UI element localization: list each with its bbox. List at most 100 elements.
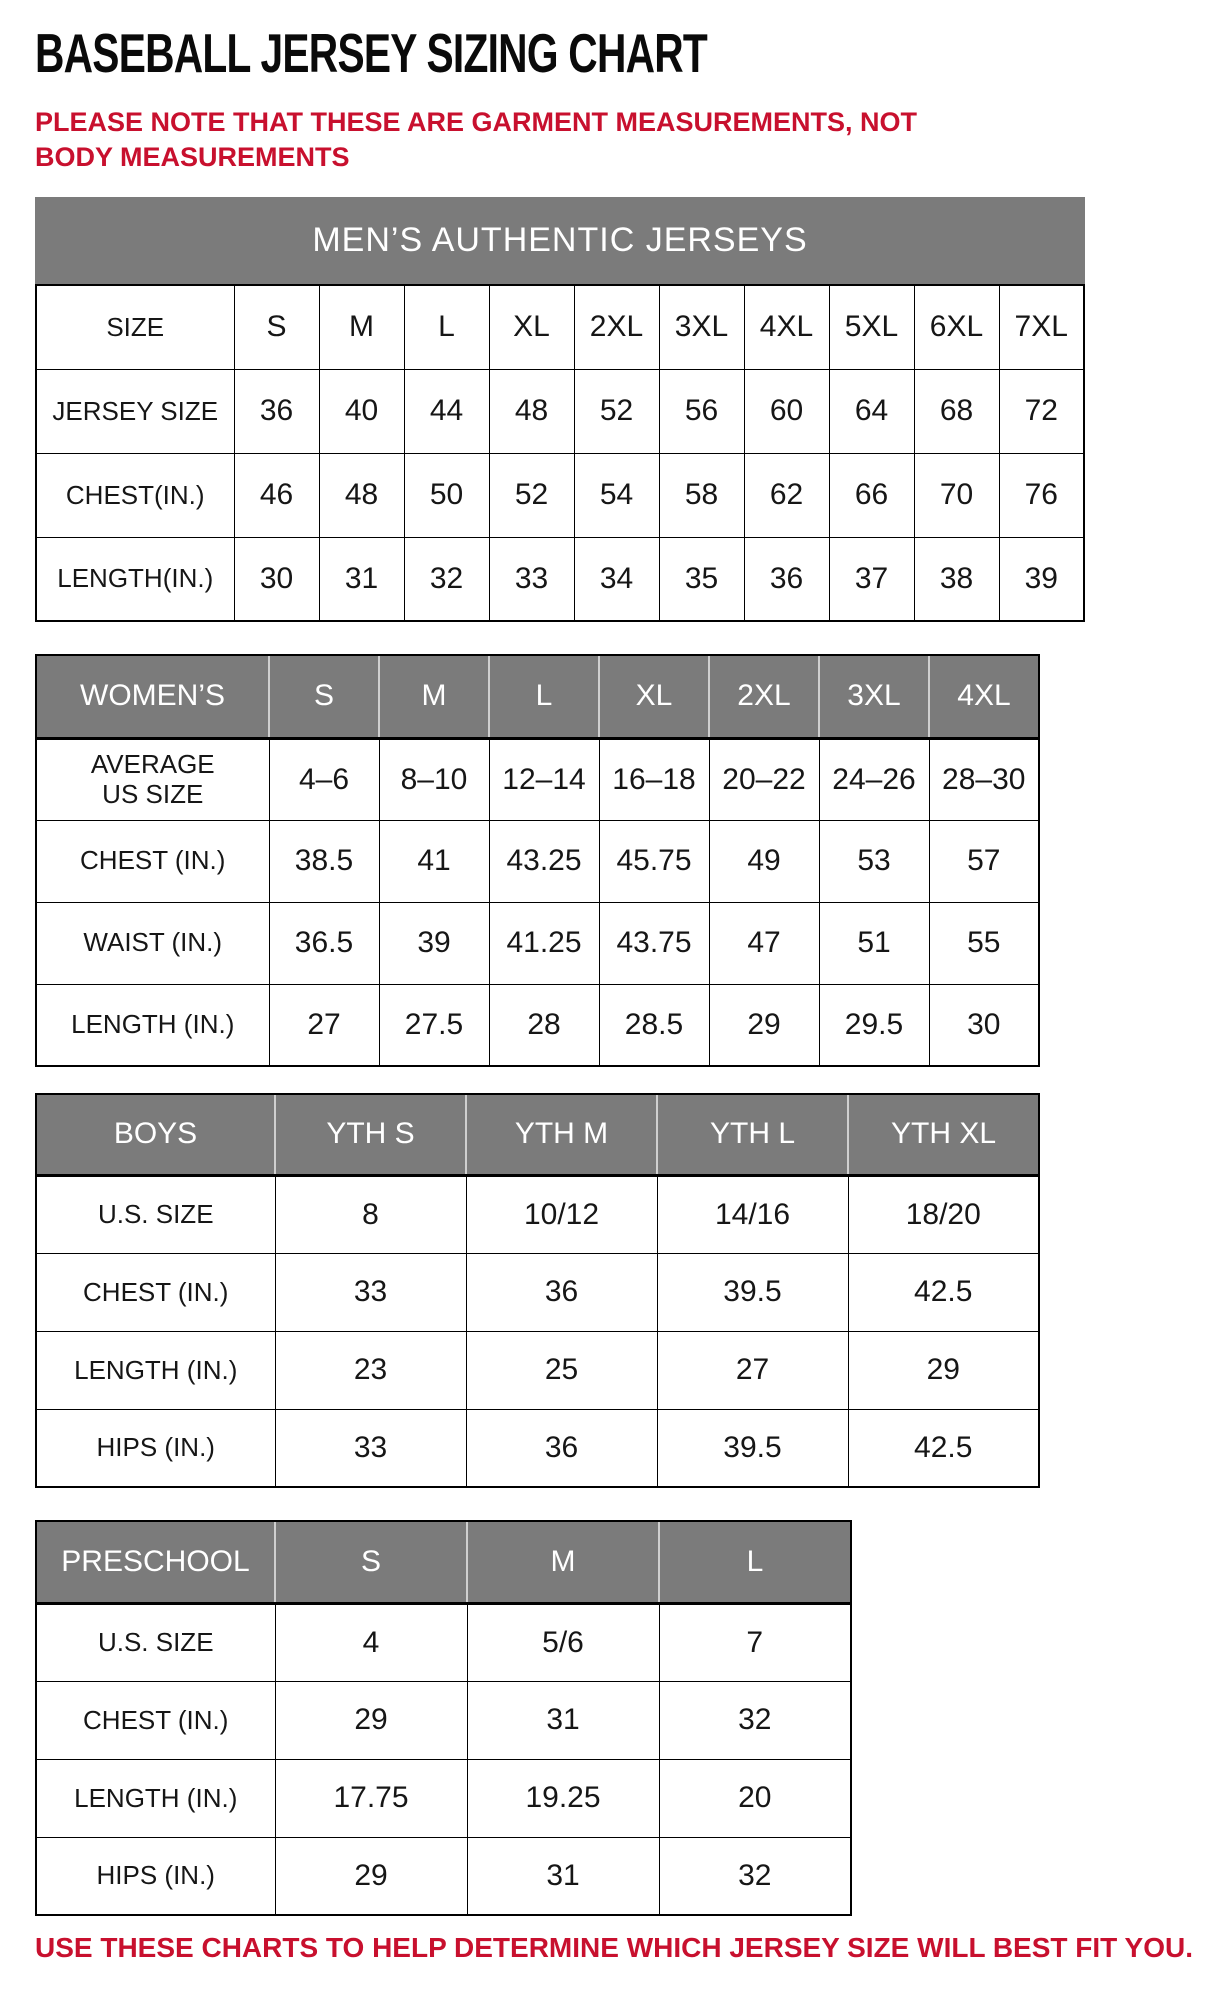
value-cell: 8–10 (378, 737, 490, 821)
value-cell: 34 (573, 536, 660, 622)
value-cell: 10/12 (465, 1174, 658, 1254)
value-cell: 4XL (743, 284, 830, 370)
value-cell: 44 (403, 368, 490, 454)
value-cell: XL (488, 284, 575, 370)
row-label-cell: JERSEY SIZE (35, 368, 235, 454)
row-label-cell: WAIST (IN.) (35, 901, 270, 985)
value-cell: 35 (658, 536, 745, 622)
value-cell: 45.75 (598, 819, 710, 903)
row-label-cell: LENGTH (IN.) (35, 1330, 276, 1410)
value-cell: 48 (318, 452, 405, 538)
value-cell: 36 (743, 536, 830, 622)
column-header-cell: BOYS (35, 1093, 275, 1177)
row-label-cell: U.S. SIZE (35, 1602, 276, 1682)
value-cell: 72 (998, 368, 1085, 454)
table-row: AVERAGE US SIZE 4–6 8–10 12–14 16–18 20–22 24–2… (35, 737, 1040, 821)
value-cell: 27 (268, 983, 380, 1067)
table-row: LENGTH(IN.) 30 31 32 33 34 35 36 37 38 39 (35, 536, 1085, 622)
table-row: HIPS (IN.) 33 36 39.5 42.5 (35, 1408, 1040, 1488)
row-label-cell: CHEST (IN.) (35, 1680, 276, 1760)
value-cell: 20–22 (708, 737, 820, 821)
value-cell: 33 (274, 1408, 467, 1488)
sizing-chart-page: BASEBALL JERSEY SIZING CHART PLEASE NOTE… (0, 26, 1220, 1964)
value-cell: 12–14 (488, 737, 600, 821)
column-header-cell: M (466, 1520, 659, 1605)
row-label-cell: SIZE (35, 284, 235, 370)
value-cell: 7XL (998, 284, 1085, 370)
header-row: WOMEN’S S M L XL 2XL 3XL 4XL (35, 654, 1040, 740)
column-header-cell: L (658, 1520, 852, 1605)
value-cell: 27.5 (378, 983, 490, 1067)
value-cell: 29 (274, 1836, 468, 1916)
page-title: BASEBALL JERSEY SIZING CHART (35, 22, 708, 84)
value-cell: 43.25 (488, 819, 600, 903)
header-row: PRESCHOOL S M L (35, 1520, 852, 1605)
value-cell: 3XL (658, 284, 745, 370)
row-label-cell: CHEST (IN.) (35, 819, 270, 903)
value-cell: 29 (847, 1330, 1040, 1410)
column-header-cell: M (378, 654, 489, 740)
column-header-cell: 2XL (708, 654, 819, 740)
value-cell: 39 (998, 536, 1085, 622)
row-label-cell: CHEST (IN.) (35, 1252, 276, 1332)
table-row: LENGTH (IN.) 27 27.5 28 28.5 29 29.5 30 (35, 983, 1040, 1067)
mens-table-banner: MEN’S AUTHENTIC JERSEYS (35, 197, 1085, 285)
row-label-cell: AVERAGE US SIZE (35, 737, 270, 821)
row-label-cell: LENGTH (IN.) (35, 1758, 276, 1838)
column-header-cell: S (268, 654, 379, 740)
column-header-cell: YTH M (465, 1093, 657, 1177)
value-cell: 68 (913, 368, 1000, 454)
value-cell: 33 (274, 1252, 467, 1332)
table-row: CHEST(IN.) 46 48 50 52 54 58 62 66 70 76 (35, 452, 1085, 538)
value-cell: 33 (488, 536, 575, 622)
value-cell: 14/16 (656, 1174, 849, 1254)
value-cell: 31 (466, 1680, 660, 1760)
value-cell: 38 (913, 536, 1000, 622)
value-cell: 48 (488, 368, 575, 454)
value-cell: 39.5 (656, 1252, 849, 1332)
value-cell: 46 (233, 452, 320, 538)
column-header-cell: YTH XL (847, 1093, 1040, 1177)
column-header-cell: S (274, 1520, 467, 1605)
value-cell: 36 (233, 368, 320, 454)
value-cell: 42.5 (847, 1252, 1040, 1332)
value-cell: 54 (573, 452, 660, 538)
table-row: U.S. SIZE 8 10/12 14/16 18/20 (35, 1174, 1040, 1254)
value-cell: 53 (818, 819, 930, 903)
row-label-cell: HIPS (IN.) (35, 1408, 276, 1488)
value-cell: 25 (465, 1330, 658, 1410)
womens-sizing-table: WOMEN’S S M L XL 2XL 3XL 4XL AVERAGE US SIZE 4–6 8–… (35, 654, 1040, 1068)
value-cell: 4–6 (268, 737, 380, 821)
value-cell: 30 (233, 536, 320, 622)
header-row: BOYS YTH S YTH M YTH L YTH XL (35, 1093, 1040, 1177)
value-cell: 29 (274, 1680, 468, 1760)
row-label-cell: U.S. SIZE (35, 1174, 276, 1254)
value-cell: 41 (378, 819, 490, 903)
value-cell: 40 (318, 368, 405, 454)
value-cell: 4 (274, 1602, 468, 1682)
value-cell: 31 (466, 1836, 660, 1916)
preschool-sizing-table: PRESCHOOL S M L U.S. SIZE 4 5/6 7 CHEST (IN.) 29 3… (35, 1520, 852, 1917)
value-cell: 36.5 (268, 901, 380, 985)
table-row: CHEST (IN.) 29 31 32 (35, 1680, 852, 1760)
value-cell: 28.5 (598, 983, 710, 1067)
value-cell: 52 (573, 368, 660, 454)
value-cell: 18/20 (847, 1174, 1040, 1254)
value-cell: 70 (913, 452, 1000, 538)
value-cell: M (318, 284, 405, 370)
value-cell: 5XL (828, 284, 915, 370)
value-cell: 36 (465, 1252, 658, 1332)
value-cell: 37 (828, 536, 915, 622)
value-cell: 39 (378, 901, 490, 985)
value-cell: 8 (274, 1174, 467, 1254)
value-cell: 43.75 (598, 901, 710, 985)
value-cell: 27 (656, 1330, 849, 1410)
table-row: LENGTH (IN.) 23 25 27 29 (35, 1330, 1040, 1410)
column-header-cell: 3XL (818, 654, 929, 740)
column-header-cell: L (488, 654, 599, 740)
value-cell: 66 (828, 452, 915, 538)
column-header-cell: WOMEN’S (35, 654, 269, 740)
value-cell: 47 (708, 901, 820, 985)
table-row: U.S. SIZE 4 5/6 7 (35, 1602, 852, 1682)
table-row: LENGTH (IN.) 17.75 19.25 20 (35, 1758, 852, 1838)
